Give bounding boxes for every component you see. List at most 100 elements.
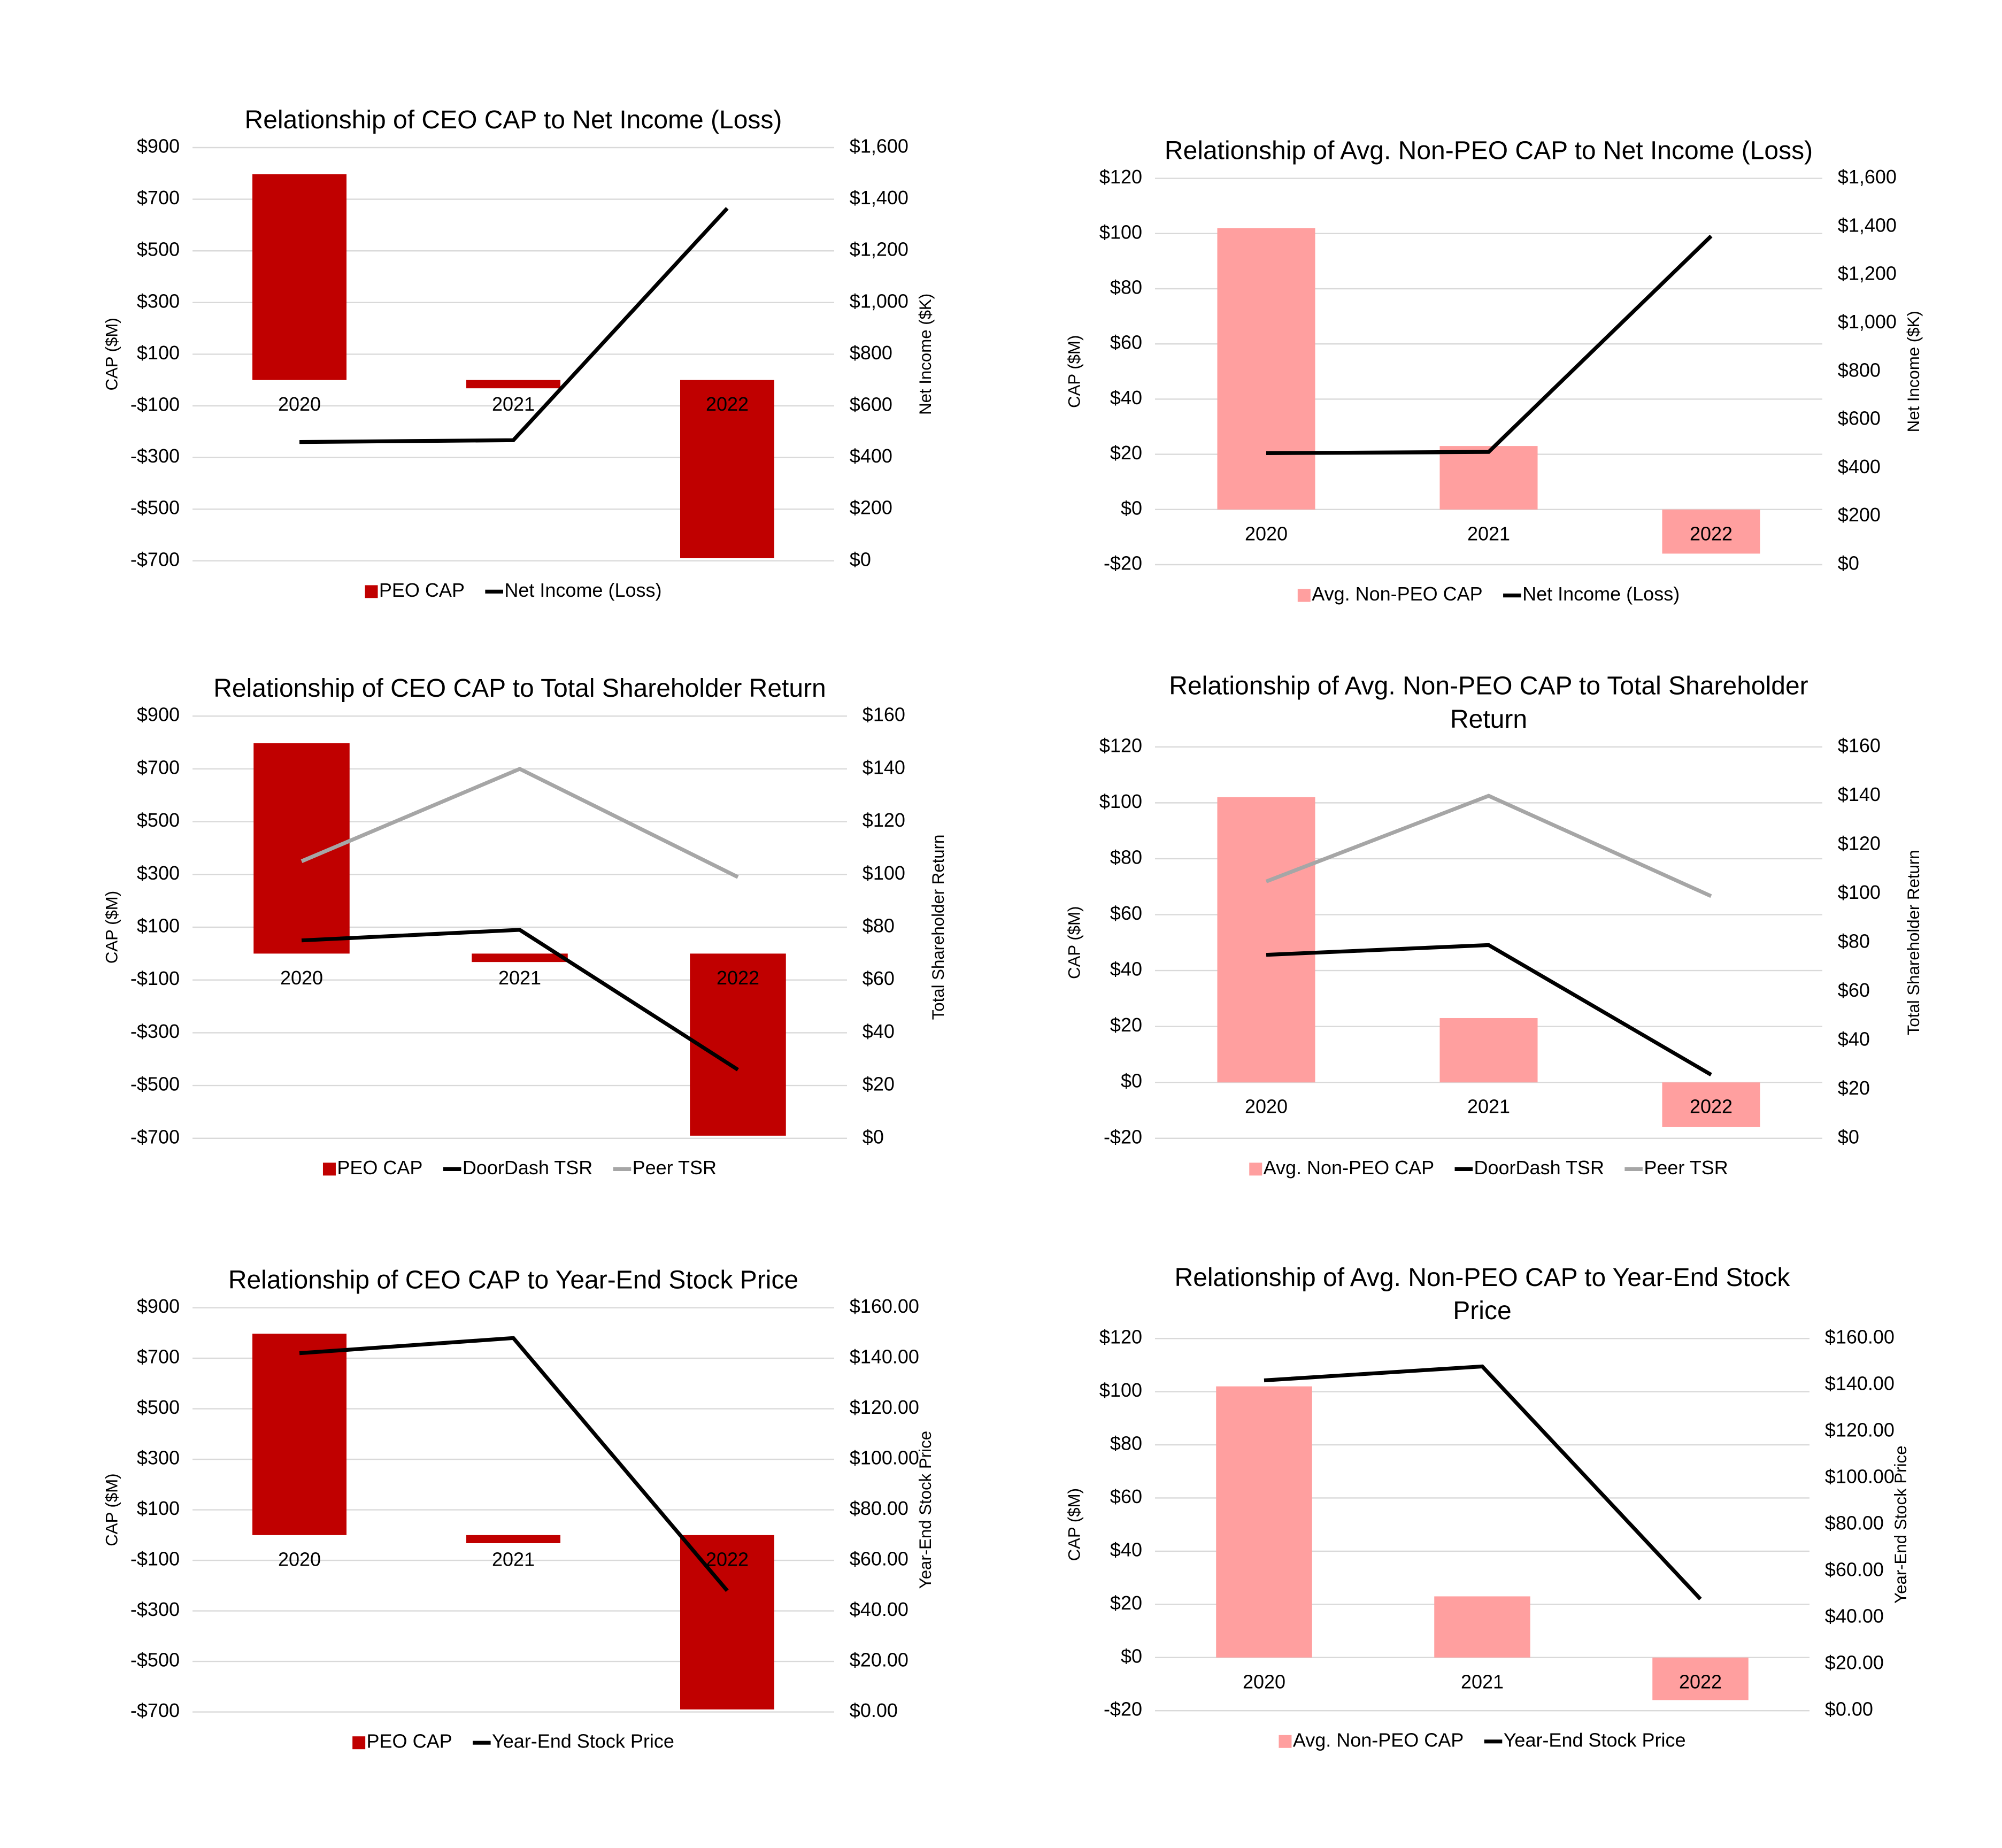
y2-tick-label: $1,000 [1838,311,1897,333]
y-tick-label: $120 [1099,166,1142,188]
y-axis-label: CAP ($M) [102,318,121,390]
line-series [299,207,729,444]
panel: Relationship of Avg. Non-PEO CAP to Year… [1065,1264,1910,1751]
panel: Relationship of CEO CAP to Net Income (L… [102,106,935,601]
y2-tick-label: $100.00 [850,1447,919,1469]
legend-swatch [1249,1162,1262,1176]
bar [1216,1386,1312,1658]
y2-tick-label: $1,000 [850,290,908,312]
title-box: Relationship of Avg. Non-PEO CAP to Net … [1164,137,1813,166]
x-tick-label: 2021 [498,967,541,989]
y2-tick-label: $200 [1838,504,1881,526]
y2-tick-label: $40.00 [1825,1605,1884,1627]
y2-tick-label: $200 [850,497,892,519]
legend-swatch [1297,589,1311,602]
y-tick-label: $60 [1110,1485,1142,1507]
y2-tick-label: $140.00 [1825,1373,1895,1395]
line-series [1264,1364,1702,1600]
y2-tick-label: $120.00 [850,1396,919,1418]
y2-tick-label: $80 [863,915,895,937]
y2-tick-label: $20.00 [1825,1652,1884,1674]
legend-label: PEO CAP [379,579,465,601]
y2-tick-label: $20 [1838,1077,1870,1099]
y-tick-label: -$300 [130,1598,180,1620]
title-box: Relationship of Avg. Non-PEO CAP to Year… [1175,1264,1790,1326]
y2-axis-label: Total Shareholder Return [929,835,948,1020]
bar [680,380,774,558]
x-tick-label: 2022 [1679,1670,1722,1692]
bar [1439,1018,1538,1083]
y-axis-label: CAP ($M) [102,1473,121,1546]
bar [680,1535,774,1710]
bar [472,953,568,962]
y2-tick-label: $60 [1838,979,1870,1001]
y-tick-label: -$500 [130,497,180,519]
x-tick-label: 2022 [1690,522,1732,544]
title-wrap: Relationship of CEO CAP to Total Shareho… [141,626,898,706]
y-tick-label: -$20 [1104,1698,1142,1720]
bar [466,380,560,389]
y-tick-label: $900 [137,135,180,157]
x-tick-label: 2020 [1243,1670,1285,1692]
y-axis-label: CAP ($M) [1065,335,1083,408]
y2-axis-label: Year-End Stock Price [1891,1446,1910,1604]
y-tick-label: -$700 [130,1699,180,1721]
panel: Relationship of Avg. Non-PEO CAP to Tota… [1065,673,1923,1179]
line-series [1266,234,1713,456]
y-tick-label: $80 [1110,846,1142,868]
line-series [1265,794,1712,898]
panel: Relationship of Avg. Non-PEO CAP to Net … [1065,137,1923,605]
legend: PEO CAP DoorDash TSR Peer TSR [322,1157,717,1179]
y2-tick-label: $20.00 [850,1649,908,1671]
title-box: Relationship of Avg. Non-PEO CAP to Tota… [1169,673,1808,734]
y2-tick-label: $60.00 [1825,1559,1884,1581]
y-tick-label: $100 [1099,221,1142,243]
chart-title: Relationship of CEO CAP to Year-End Stoc… [228,1266,799,1295]
y2-tick-label: $1,400 [850,187,908,209]
chart-title: Relationship of Avg. Non-PEO CAP to Net … [1164,137,1813,166]
legend-label: Net Income (Loss) [1522,583,1680,605]
y2-tick-label: $400 [1838,456,1881,478]
x-tick-label: 2022 [706,393,749,415]
y-tick-label: -$20 [1104,1126,1142,1148]
legend-swatch [322,1162,336,1176]
y-axis-label: CAP ($M) [1065,1488,1083,1561]
y-tick-label: -$20 [1104,552,1142,574]
line-series [301,928,739,1072]
title-wrap: Relationship of CEO CAP to Year-End Stoc… [141,1218,886,1298]
x-tick-label: 2021 [1467,1096,1510,1118]
y-tick-label: $40 [1110,1538,1142,1560]
bar [466,1535,560,1543]
legend-swatch [365,585,378,598]
bar [1662,509,1760,554]
y-tick-label: $100 [137,342,180,364]
legend-label: Avg. Non-PEO CAP [1264,1157,1434,1179]
y2-tick-label: $140.00 [850,1346,919,1368]
y-tick-label: $700 [137,756,180,778]
x-tick-label: 2021 [1461,1670,1504,1692]
legend-label: Year-End Stock Price [492,1730,674,1752]
title-box: Relationship of CEO CAP to Net Income (L… [244,106,782,135]
legend: Avg. Non-PEO CAP Net Income (Loss) [1297,583,1680,605]
legend: PEO CAP Net Income (Loss) [365,579,661,601]
legend-label: Peer TSR [1644,1157,1728,1179]
y-tick-label: $700 [137,1346,180,1368]
y-tick-label: $0 [1121,1645,1142,1667]
y2-tick-label: $160 [1838,734,1881,756]
legend-label: PEO CAP [367,1730,452,1752]
panel: Relationship of CEO CAP to Total Shareho… [102,626,948,1179]
x-tick-label: 2020 [278,1548,321,1570]
legend-label: DoorDash TSR [463,1157,592,1179]
line-series [299,1336,729,1592]
chart-title: Relationship of CEO CAP to Net Income (L… [244,106,782,135]
y-tick-label: -$700 [130,548,180,570]
x-tick-label: 2020 [1245,522,1288,544]
y-tick-label: $0 [1121,497,1142,519]
y2-tick-label: $0.00 [1825,1698,1873,1720]
legend: PEO CAP Year-End Stock Price [352,1730,674,1752]
x-tick-label: 2021 [492,393,535,415]
y2-tick-label: $800 [850,342,892,364]
y-tick-label: $500 [137,238,180,260]
legend-label: Peer TSR [633,1157,717,1179]
